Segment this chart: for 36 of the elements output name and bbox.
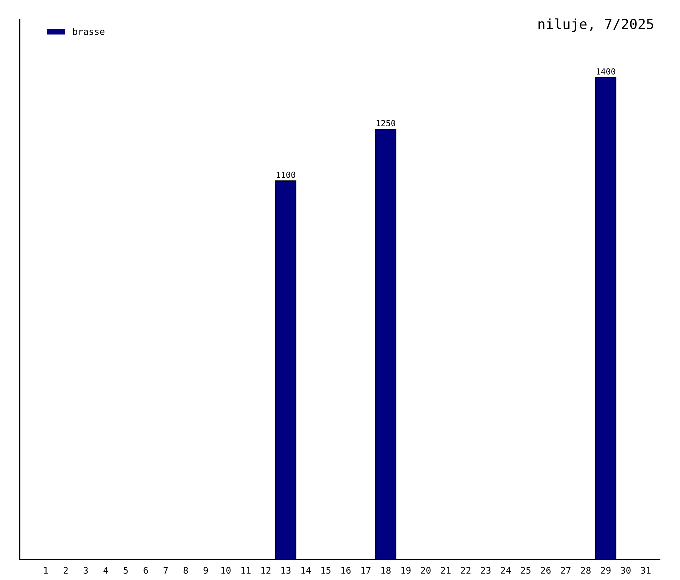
data-label: 1100 bbox=[276, 172, 296, 178]
x-tick-label: 10 bbox=[222, 567, 231, 574]
x-tick-label: 9 bbox=[204, 567, 208, 574]
x-tick-label: 7 bbox=[164, 567, 168, 574]
x-tick-label: 25 bbox=[521, 567, 531, 574]
x-tick-label: 19 bbox=[402, 567, 411, 574]
legend-label: brasse bbox=[73, 28, 105, 36]
x-tick-label: 16 bbox=[342, 567, 351, 574]
x-tick-label: 26 bbox=[541, 567, 551, 574]
x-tick-label: 4 bbox=[104, 567, 108, 574]
x-tick-label: 18 bbox=[382, 567, 391, 574]
x-tick-label: 13 bbox=[282, 567, 291, 574]
x-tick-label: 28 bbox=[581, 567, 591, 574]
x-tick-label: 21 bbox=[441, 567, 451, 574]
chart-title: niluje, 7/2025 bbox=[538, 18, 654, 32]
x-tick-label: 2 bbox=[64, 567, 68, 574]
data-label: 1400 bbox=[596, 68, 616, 75]
x-tick-label: 31 bbox=[641, 567, 651, 574]
x-tick-label: 17 bbox=[362, 567, 371, 574]
x-tick-label: 3 bbox=[84, 567, 88, 574]
x-tick-label: 23 bbox=[481, 567, 491, 574]
x-tick-label: 11 bbox=[242, 567, 251, 574]
x-tick-label: 24 bbox=[501, 567, 512, 574]
x-tick-label: 29 bbox=[601, 567, 611, 574]
x-tick-label: 1 bbox=[44, 567, 48, 574]
x-tick-label: 20 bbox=[421, 567, 431, 574]
x-tick-label: 15 bbox=[322, 567, 331, 574]
x-tick-label: 5 bbox=[124, 567, 128, 574]
x-tick-label: 22 bbox=[461, 567, 471, 574]
x-tick-label: 30 bbox=[621, 567, 631, 574]
x-tick-label: 12 bbox=[262, 567, 271, 574]
x-tick-label: 27 bbox=[561, 567, 571, 574]
x-tick-label: 8 bbox=[184, 567, 188, 574]
data-label: 1250 bbox=[376, 120, 396, 127]
x-tick-label: 14 bbox=[302, 567, 312, 574]
x-tick-label: 6 bbox=[144, 567, 148, 574]
